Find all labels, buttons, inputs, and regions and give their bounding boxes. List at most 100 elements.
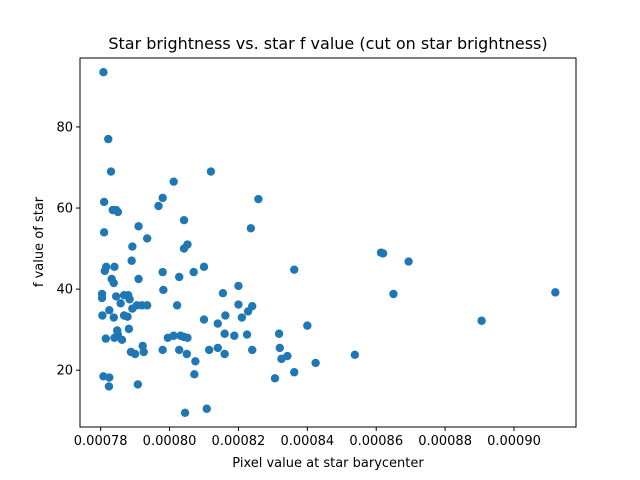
data-point — [213, 319, 222, 328]
data-point — [99, 67, 108, 77]
plot-area — [80, 58, 576, 427]
y-tick-label: 40 — [56, 283, 73, 298]
x-tick-label: 0.00084 — [280, 434, 334, 449]
data-point — [142, 234, 152, 243]
y-axis-ticks: 20 40 60 80 — [56, 120, 80, 379]
data-point — [106, 167, 116, 176]
data-point — [125, 295, 134, 304]
data-point — [311, 358, 320, 368]
data-point — [303, 321, 312, 330]
data-point — [191, 357, 200, 366]
x-axis-label: Pixel value at star barycenter — [232, 456, 424, 471]
data-point — [98, 311, 107, 320]
data-point — [234, 300, 243, 309]
data-point — [105, 373, 114, 382]
data-point — [220, 349, 229, 359]
x-tick-label: 0.00088 — [418, 434, 472, 449]
data-point — [389, 289, 398, 299]
data-point — [158, 193, 167, 203]
data-point — [101, 334, 111, 343]
data-point — [175, 272, 184, 282]
data-point — [104, 134, 113, 144]
data-point — [290, 368, 299, 377]
data-point — [142, 301, 152, 310]
data-point — [378, 249, 388, 258]
x-tick-label: 0.00078 — [74, 434, 128, 449]
data-point — [204, 345, 214, 355]
data-point — [190, 370, 199, 379]
data-point — [189, 267, 198, 277]
data-point — [154, 201, 163, 211]
data-point — [97, 293, 107, 303]
data-point — [277, 354, 286, 364]
data-point — [110, 333, 119, 342]
data-point — [139, 347, 148, 357]
x-tick-label: 0.00086 — [349, 434, 403, 449]
data-point — [179, 216, 189, 225]
data-point — [133, 380, 143, 389]
data-point — [290, 265, 299, 274]
y-tick-label: 20 — [56, 364, 73, 379]
data-point — [551, 288, 560, 297]
data-point — [350, 350, 360, 360]
data-point — [101, 262, 111, 272]
data-point — [270, 374, 280, 383]
data-point — [116, 299, 125, 308]
data-point — [230, 331, 239, 340]
data-point — [128, 242, 137, 251]
y-tick-label: 80 — [56, 120, 73, 135]
data-point — [169, 177, 178, 186]
data-point — [220, 329, 229, 338]
data-point — [183, 240, 192, 249]
data-point — [199, 262, 209, 272]
x-tick-label: 0.00082 — [212, 434, 266, 449]
data-point — [254, 194, 263, 204]
data-point — [99, 197, 109, 207]
data-point — [202, 404, 211, 413]
data-points — [97, 67, 560, 418]
data-point — [218, 288, 228, 298]
data-point — [180, 408, 190, 418]
data-point — [109, 313, 118, 322]
data-point — [158, 267, 167, 277]
data-point — [158, 345, 167, 355]
data-point — [109, 278, 118, 288]
data-point — [183, 333, 192, 342]
x-axis-ticks: 0.00078 0.00080 0.00082 0.00084 0.00086 0.000… — [74, 427, 541, 449]
data-point — [234, 281, 243, 291]
data-point — [134, 274, 143, 284]
x-tick-label: 0.00090 — [487, 434, 541, 449]
plot-frame — [79, 57, 577, 428]
data-point — [117, 335, 127, 345]
data-point — [213, 343, 222, 353]
data-point — [159, 285, 168, 295]
data-point — [119, 311, 129, 320]
data-point — [99, 228, 109, 237]
data-point — [110, 262, 119, 272]
data-point — [206, 167, 216, 176]
data-point — [221, 311, 230, 320]
data-point — [274, 329, 284, 338]
data-point — [199, 315, 209, 324]
data-point — [104, 382, 114, 391]
data-point — [163, 333, 173, 342]
y-axis-label: f value of star — [32, 196, 47, 287]
data-point — [172, 301, 182, 310]
data-point — [182, 349, 191, 359]
data-point — [124, 324, 134, 334]
x-tick-label: 0.00080 — [143, 434, 197, 449]
data-point — [111, 205, 121, 215]
data-point — [175, 345, 184, 355]
data-point — [477, 316, 486, 325]
data-point — [242, 330, 252, 339]
chart-title: Star brightness vs. star f value (cut on… — [108, 34, 547, 53]
data-point — [134, 222, 143, 231]
data-point — [404, 257, 413, 266]
data-point — [237, 313, 247, 322]
data-point — [130, 349, 140, 359]
data-point — [275, 343, 284, 353]
data-point — [105, 306, 114, 315]
data-point — [248, 301, 257, 311]
data-point — [111, 292, 121, 301]
